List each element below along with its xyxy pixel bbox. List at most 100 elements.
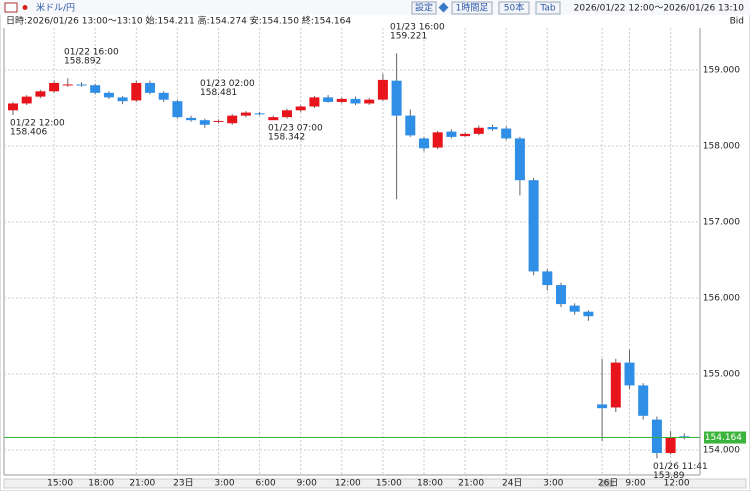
y-tick-label: 155.000	[703, 370, 740, 380]
x-tick-label: 3:00	[543, 479, 563, 489]
candle-body	[377, 79, 388, 100]
candle-body	[583, 311, 594, 317]
candle-body	[199, 120, 210, 125]
candle-body	[62, 84, 73, 86]
toolbar	[0, 0, 750, 15]
bars-button[interactable]	[498, 1, 530, 15]
candle-body	[638, 385, 649, 416]
candle-body	[213, 120, 224, 122]
ohlc-info: 日時:2026/01/26 13:00～13:10 始:154.211 高:15…	[6, 15, 351, 27]
x-tick-label: 23日	[173, 478, 193, 489]
timeframe-button[interactable]	[451, 1, 493, 15]
candle-body	[8, 103, 18, 111]
x-tick-label: 12:00	[664, 479, 690, 489]
tab-button[interactable]	[535, 1, 561, 15]
candle-body	[542, 271, 553, 286]
candle-body	[391, 80, 402, 116]
settings-button[interactable]	[411, 1, 437, 15]
candle-body	[350, 98, 361, 104]
candle-body	[103, 92, 114, 98]
candle-body	[268, 117, 279, 121]
range: 2026/01/22 12:00～2026/01/26 13:10	[574, 4, 745, 14]
candle-body	[117, 97, 128, 102]
scroll-thumb[interactable]	[600, 480, 614, 487]
scrollbar[interactable]	[3, 478, 747, 489]
candle-body	[21, 96, 32, 104]
candle-body	[254, 113, 265, 115]
candle-body	[76, 84, 87, 86]
candle-body	[597, 404, 608, 409]
y-tick-label: 159.000	[703, 66, 740, 76]
x-tick-label: 18:00	[417, 479, 443, 489]
x-tick-label: 12:00	[335, 479, 361, 489]
candle-body	[364, 99, 375, 104]
candle-body	[679, 436, 690, 438]
candle-body	[186, 117, 197, 121]
candle-body	[172, 101, 183, 118]
annotation-time: 01/23 02:00	[200, 79, 255, 89]
candle-body	[49, 82, 60, 92]
annotation-time: 01/26 11:41	[653, 462, 708, 472]
candle-body	[501, 128, 512, 139]
candle-body	[432, 132, 443, 148]
y-tick-label: 154.000	[703, 445, 740, 455]
annotation-value: 158.406	[10, 128, 47, 138]
y-tick-label: 156.000	[703, 294, 740, 304]
x-tick-label: 15:00	[47, 479, 73, 489]
annotation-value: 158.481	[200, 88, 237, 98]
annotation-time: 01/22 12:00	[10, 119, 65, 129]
x-tick-label: 21:00	[129, 479, 155, 489]
last-price-label: 154.164	[705, 433, 742, 443]
candle-body	[569, 305, 580, 312]
candle-body	[35, 91, 46, 97]
flag-icon	[4, 2, 18, 13]
candle-body	[651, 419, 662, 454]
candle-body	[610, 362, 621, 408]
last-price-box	[704, 431, 746, 444]
candle-body	[556, 285, 566, 305]
x-tick-label: 26日	[598, 478, 618, 489]
candle-body	[145, 82, 155, 93]
candle-body	[528, 180, 539, 272]
candle-body	[419, 138, 429, 149]
tab-label[interactable]: Tab	[539, 4, 556, 14]
candle-body	[282, 110, 292, 118]
candle-body	[240, 112, 251, 116]
candle-body	[473, 127, 484, 134]
candle-body	[295, 106, 306, 111]
annotation-value: 158.892	[64, 57, 101, 67]
x-tick-label: 9:00	[625, 479, 645, 489]
x-tick-label: 21:00	[458, 479, 484, 489]
candle-body	[446, 131, 457, 137]
settings-label[interactable]: 設定	[415, 2, 433, 14]
annotation-value: 158.342	[268, 133, 305, 143]
y-tick-label: 158.000	[703, 142, 740, 152]
annotation-time: 01/22 16:00	[64, 48, 119, 58]
annotation-value: 153.89	[653, 471, 685, 481]
bars-label[interactable]: 50本	[504, 2, 524, 14]
candle-body	[227, 115, 238, 124]
bullet	[22, 5, 28, 10]
annotation-time: 01/23 07:00	[268, 124, 323, 134]
candle-body	[487, 127, 498, 130]
timeframe-label[interactable]: 1時間足	[456, 3, 489, 14]
candle-body	[323, 97, 334, 102]
x-tick-label: 6:00	[255, 479, 275, 489]
candle-body	[514, 138, 525, 181]
candle-body	[131, 82, 142, 101]
candle-body	[336, 98, 347, 102]
x-tick-label: 24日	[502, 478, 522, 489]
candle-body	[158, 92, 169, 100]
candle-body	[665, 437, 676, 454]
candle-body	[405, 115, 416, 136]
annotation-time: 01/23 16:00	[390, 23, 445, 33]
bid-label: Bid	[730, 17, 744, 27]
symbol[interactable]: 米ドル/円	[36, 2, 75, 14]
candle-body	[90, 85, 101, 93]
candle-body	[460, 133, 471, 137]
x-tick-label: 9:00	[297, 479, 317, 489]
x-tick-label: 3:00	[214, 479, 234, 489]
annotation-value: 159.221	[390, 32, 427, 42]
